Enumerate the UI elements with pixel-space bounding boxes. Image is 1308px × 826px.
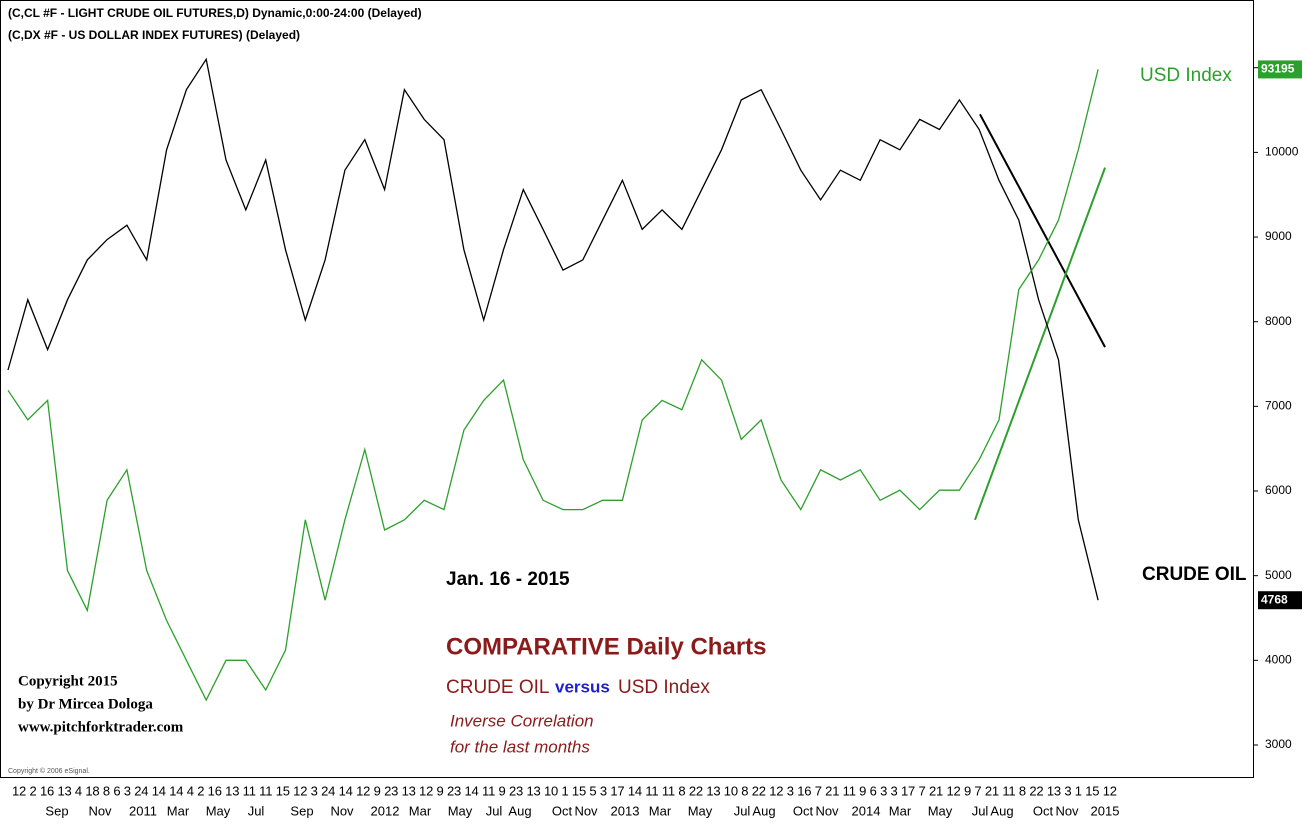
price-tag: 4768 — [1261, 592, 1288, 606]
x-tick-label: Nov — [88, 803, 112, 818]
header: (C,CL #F - LIGHT CRUDE OIL FUTURES,D) Dy… — [8, 6, 422, 20]
x-tick-label: May — [206, 803, 231, 818]
x-tick-label: May — [448, 803, 473, 818]
annotation: CRUDE OIL — [446, 677, 549, 698]
plot-frame — [0, 0, 1254, 778]
x-tick-label: Mar — [409, 803, 432, 818]
x-tick-label: Oct — [1033, 803, 1054, 818]
x-tick-label: Mar — [167, 803, 190, 818]
annotation: USD Index — [618, 677, 710, 698]
header: (C,DX #F - US DOLLAR INDEX FUTURES) (Del… — [8, 28, 300, 42]
x-tick-label: Nov — [330, 803, 354, 818]
price-tag: 93195 — [1261, 62, 1295, 76]
x-tick-label: 2013 — [611, 803, 640, 818]
annotation: Jan. 16 - 2015 — [446, 569, 570, 590]
y-tick-label: 8000 — [1265, 314, 1292, 328]
x-tick-label: Aug — [990, 803, 1013, 818]
copyright: www.pitchforktrader.com — [18, 719, 184, 735]
x-tick-label: Oct — [552, 803, 573, 818]
price-tag-box — [1258, 591, 1302, 610]
x-tick-label: Nov — [574, 803, 598, 818]
trend-line — [979, 113, 1106, 348]
trend-line — [974, 167, 1106, 521]
x-tick-label: Aug — [752, 803, 775, 818]
y-tick-label: 4000 — [1265, 652, 1292, 666]
x-tick-label: Mar — [649, 803, 672, 818]
legend-label: USD Index — [1140, 65, 1232, 86]
copyright: by Dr Mircea Dologa — [18, 696, 153, 712]
y-tick-label: 5000 — [1265, 568, 1292, 582]
x-day-labels: 12 2 16 13 4 18 8 6 3 24 14 14 4 2 16 13… — [12, 783, 1117, 798]
legend-label: CRUDE OIL — [1142, 564, 1247, 585]
x-tick-label: 2011 — [129, 803, 157, 818]
x-tick-label: Jul — [248, 803, 265, 818]
y-tick-label: 9000 — [1265, 229, 1292, 243]
y-tick-label: 7000 — [1265, 399, 1292, 413]
x-tick-label: Oct — [793, 803, 814, 818]
x-tick-label: Nov — [1055, 803, 1079, 818]
x-tick-label: Sep — [290, 803, 313, 818]
x-tick-label: 2012 — [371, 803, 400, 818]
x-tick-label: May — [688, 803, 713, 818]
annotation: Inverse Correlation — [450, 711, 594, 730]
y-tick-label: 10000 — [1265, 145, 1299, 159]
x-tick-label: Jul — [972, 803, 989, 818]
copyright: Copyright 2015 — [18, 673, 118, 689]
x-tick-label: Mar — [889, 803, 912, 818]
annotation: versus — [555, 677, 610, 696]
x-tick-label: Aug — [508, 803, 531, 818]
series-line — [7, 69, 1099, 702]
x-tick-label: 2015 — [1091, 803, 1120, 818]
x-tick-label: 2014 — [852, 803, 881, 818]
annotation: for the last months — [450, 737, 590, 756]
y-tick-label: 6000 — [1265, 483, 1292, 497]
y-tick-label: 3000 — [1265, 737, 1292, 751]
price-tag-box — [1258, 60, 1302, 79]
series-line — [7, 57, 1099, 601]
x-tick-label: May — [928, 803, 953, 818]
x-tick-label: Jul — [486, 803, 503, 818]
copyright: Copyright © 2006 eSignal. — [8, 767, 90, 775]
x-tick-label: Jul — [734, 803, 751, 818]
annotation: COMPARATIVE Daily Charts — [446, 633, 767, 660]
x-tick-label: Sep — [45, 803, 68, 818]
x-tick-label: Nov — [815, 803, 839, 818]
